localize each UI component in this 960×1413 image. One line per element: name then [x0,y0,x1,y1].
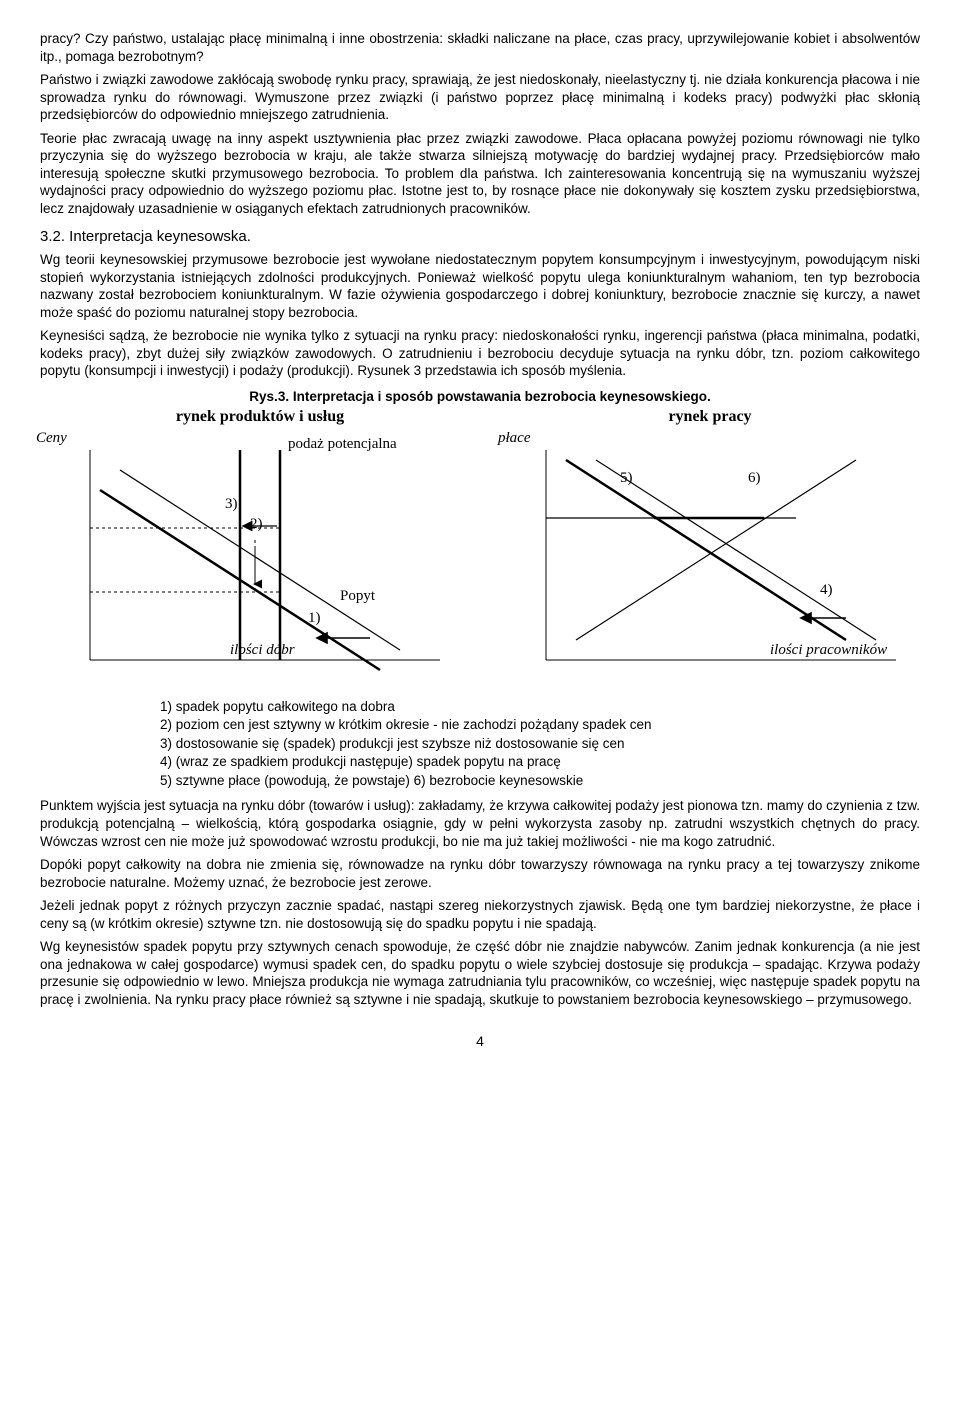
chart-labor-market: rynek pracy płace 5) 6) 4) ilości pracow… [500,407,920,689]
chart-b-mark-4: 4) [820,581,833,601]
figure-title: Rys.3. Interpretacja i sposób powstawani… [40,388,920,406]
charts-row: rynek produktów i usług Ceny podaż poten… [40,407,920,689]
chart-a-ylabel: Ceny [36,429,67,449]
chart-a-supply-label: podaż potencjalna [288,435,397,455]
legend-item: 2) poziom cen jest sztywny w krótkim okr… [160,716,920,734]
chart-a-mark-1: 1) [308,609,321,629]
chart-b-mark-5: 5) [620,469,633,489]
paragraph: Państwo i związki zawodowe zakłócają swo… [40,71,920,124]
legend-item: 3) dostosowanie się (spadek) produkcji j… [160,735,920,753]
paragraph: pracy? Czy państwo, ustalając płacę mini… [40,30,920,65]
legend-item: 5) sztywne płace (powodują, że powstaje)… [160,772,920,790]
chart-a-demand-label: Popyt [340,587,375,607]
legend-item: 4) (wraz ze spadkiem produkcji następuje… [160,753,920,771]
chart-b-xlabel: ilości pracowników [770,641,887,661]
chart-goods-market: rynek produktów i usług Ceny podaż poten… [40,407,480,689]
chart-a-mark-2: 2) [250,515,263,535]
paragraph: Jeżeli jednak popyt z różnych przyczyn z… [40,897,920,932]
page-number: 4 [40,1032,920,1050]
paragraph: Keynesiści sądzą, że bezrobocie nie wyni… [40,327,920,380]
paragraph: Wg teorii keynesowskiej przymusowe bezro… [40,251,920,321]
chart-b-title: rynek pracy [500,407,920,428]
section-heading: 3.2. Interpretacja keynesowska. [40,227,920,247]
paragraph: Dopóki popyt całkowity na dobra nie zmie… [40,856,920,891]
paragraph: Punktem wyjścia jest sytuacja na rynku d… [40,797,920,850]
paragraph: Wg keynesistów spadek popytu przy sztywn… [40,938,920,1008]
paragraph: Teorie płac zwracają uwagę na inny aspek… [40,130,920,218]
figure-legend: 1) spadek popytu całkowitego na dobra 2)… [160,698,920,790]
chart-b-ylabel: płace [498,429,530,449]
legend-item: 1) spadek popytu całkowitego na dobra [160,698,920,716]
chart-a-title: rynek produktów i usług [40,407,480,428]
chart-a-xlabel: ilości dóbr [230,641,295,661]
chart-b-mark-6: 6) [748,469,761,489]
chart-a-mark-3: 3) [225,495,238,515]
